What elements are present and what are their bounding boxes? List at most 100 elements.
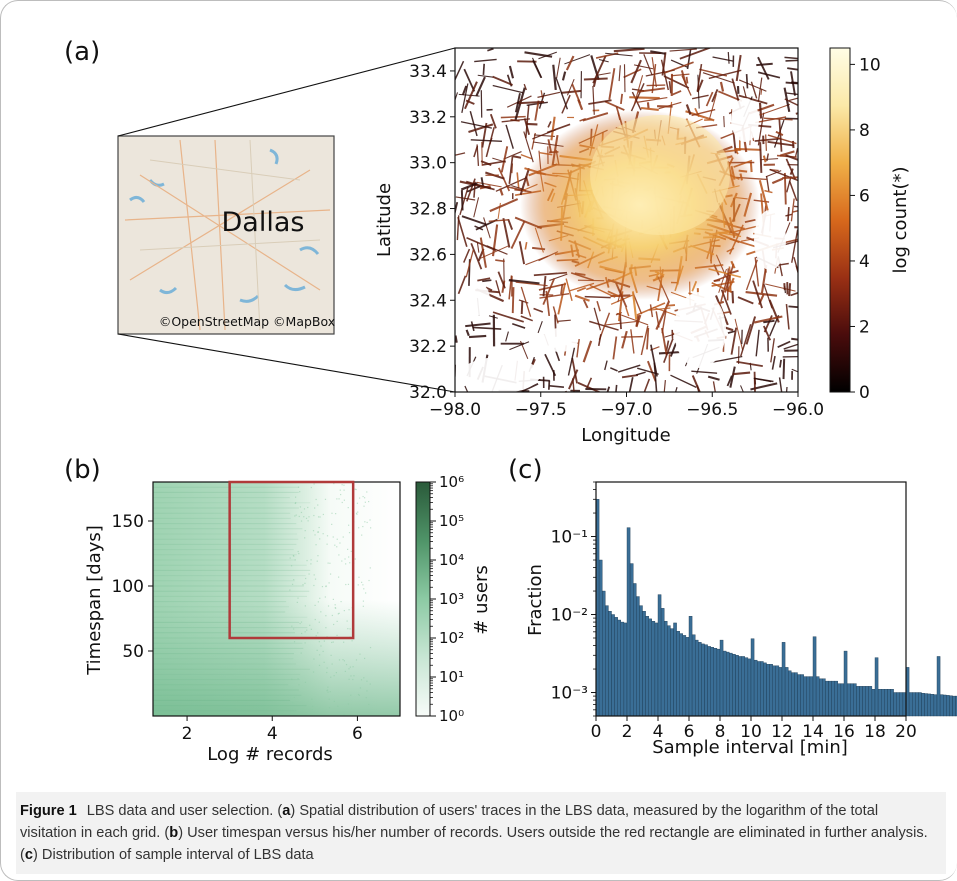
caption-text-2: ) Spatial distribution of users' traces … [20, 803, 879, 841]
histogram-bar [853, 683, 857, 717]
histogram-bar [747, 658, 752, 717]
panel-a-colorbar-tick-label: 2 [859, 317, 870, 337]
histogram-bar [806, 676, 811, 717]
histogram-bar [884, 689, 888, 717]
histogram-bar [707, 646, 711, 717]
histogram-bar [812, 636, 817, 717]
zoom-line-bottom [117, 333, 456, 393]
histogram-bar [933, 694, 938, 717]
histogram-bar [636, 596, 640, 717]
panel-c-x-ticks: 0 2 4 6 8 10 12 14 16 18 20 [591, 716, 917, 742]
panel-a-colorbar [829, 47, 851, 393]
histogram-bar [602, 590, 606, 717]
histogram-bar [952, 695, 956, 717]
panel-c-y-ticks: 10⁻³ 10⁻² 10⁻¹ [551, 481, 596, 717]
zoom-line-top [117, 47, 456, 137]
histogram-bar [881, 689, 885, 717]
histogram-bar [738, 656, 742, 717]
histogram-bar [949, 695, 953, 717]
panel-a-y-tick-label: 32.0 [409, 383, 447, 403]
panel-b-colorbar-tick-label: 10² [439, 629, 464, 647]
histogram-bar [639, 605, 643, 717]
users-heatmap [153, 482, 400, 716]
panel-b-y-tick-label: 150 [112, 512, 144, 532]
histogram-bar [921, 693, 925, 717]
caption-text-4: ) Distribution of sample interval of LBS… [33, 847, 314, 863]
map-credit: ©OpenStreetMap ©MapBox [159, 314, 335, 329]
panel-a-colorbar-tick-label: 8 [859, 121, 870, 141]
histogram-bar [685, 637, 690, 717]
panel-a-xlabel: Longitude [581, 425, 671, 446]
histogram-bar [670, 628, 674, 717]
histogram-bar [918, 692, 922, 717]
histogram-bar [645, 616, 649, 717]
panel-b-colorbar-tick-label: 10⁰ [439, 707, 464, 725]
panel-a-x-tick-label: −97.0 [600, 400, 652, 420]
histogram-bar [651, 621, 656, 717]
histogram-bar [803, 676, 808, 717]
panel-c-label: (c) [508, 455, 543, 485]
histogram-bar [769, 664, 773, 717]
histogram-bar [893, 692, 897, 717]
histogram-bar [660, 608, 665, 717]
histogram-bar [834, 680, 839, 717]
histogram-bar [800, 674, 804, 717]
histogram-bar [784, 667, 789, 717]
panel-c-x-tick-label: 12 [771, 722, 793, 742]
panel-c-x-tick-label: 4 [653, 722, 664, 742]
histogram-bar [673, 622, 677, 717]
histogram-bar [791, 672, 795, 717]
histogram-bar [667, 625, 671, 717]
histogram-bar [843, 650, 848, 717]
histogram-bar [695, 639, 699, 717]
histogram-bar [924, 693, 928, 717]
histogram-bar [794, 672, 798, 717]
panel-b-y-tick-label: 50 [122, 642, 144, 662]
histogram-bar [781, 642, 786, 717]
panel-b-y-tick-label: 100 [112, 577, 144, 597]
histogram-bar [887, 689, 891, 717]
panel-a-y-tick-label: 32.4 [409, 291, 447, 311]
histogram-bar [908, 692, 913, 717]
panel-b-colorbar-ticks: 10⁰ 10¹ 10² 10³ 10⁴ 10⁵ 10⁶ [430, 473, 464, 725]
histogram-bar [763, 662, 767, 717]
panel-c-xlabel: Sample interval [min] [652, 737, 848, 758]
panel-c-y-tick-label: 10⁻¹ [551, 528, 588, 548]
panel-b-y-ticks: 50 100 150 [112, 512, 153, 662]
panel-b-label: (b) [64, 455, 101, 485]
panel-a-y-ticks: 32.0 32.2 32.4 32.6 32.8 33.0 33.2 33.4 [409, 62, 455, 403]
histogram-bar [698, 642, 702, 717]
histogram-bar [955, 695, 957, 717]
panel-a-x-tick-label: −98.0 [429, 400, 481, 420]
histogram-bar [815, 676, 820, 717]
histogram-bar [797, 674, 801, 717]
panel-b-colorbar-tick-label: 10³ [439, 590, 464, 608]
panel-c-x-tick-label: 20 [895, 722, 917, 742]
histogram-bar [741, 656, 746, 717]
panel-a-x-tick-label: −96.5 [686, 400, 738, 420]
histogram-bar [701, 643, 705, 717]
histogram-bar [912, 692, 916, 717]
panel-a-y-tick-label: 32.6 [409, 245, 447, 265]
panel-a-colorbar-tick-label: 0 [859, 383, 870, 403]
interval-histogram-bars [595, 499, 957, 717]
histogram-bar [871, 689, 876, 717]
histogram-bar [819, 678, 823, 717]
histogram-bar [877, 689, 882, 717]
panel-c-x-tick-label: 8 [715, 722, 726, 742]
histogram-bar [846, 683, 851, 717]
panel-a-colorbar-label: log count(*) [890, 167, 911, 274]
histogram-bar [614, 617, 618, 717]
histogram-bar [735, 655, 739, 717]
histogram-bar [682, 635, 687, 717]
panel-a-y-tick-label: 32.2 [409, 337, 447, 357]
panel-a-y-tick-label: 33.2 [409, 108, 447, 128]
histogram-bar [633, 583, 637, 717]
histogram-bar [837, 683, 842, 717]
histogram-bar [719, 639, 724, 717]
histogram-bar [915, 692, 919, 717]
panel-c-y-tick-label: 10⁻² [551, 606, 588, 626]
caption-text-3: ) User timespan versus his/her number of… [20, 825, 928, 863]
caption-prefix: Figure 1 [20, 803, 77, 819]
histogram-bar [862, 686, 866, 717]
